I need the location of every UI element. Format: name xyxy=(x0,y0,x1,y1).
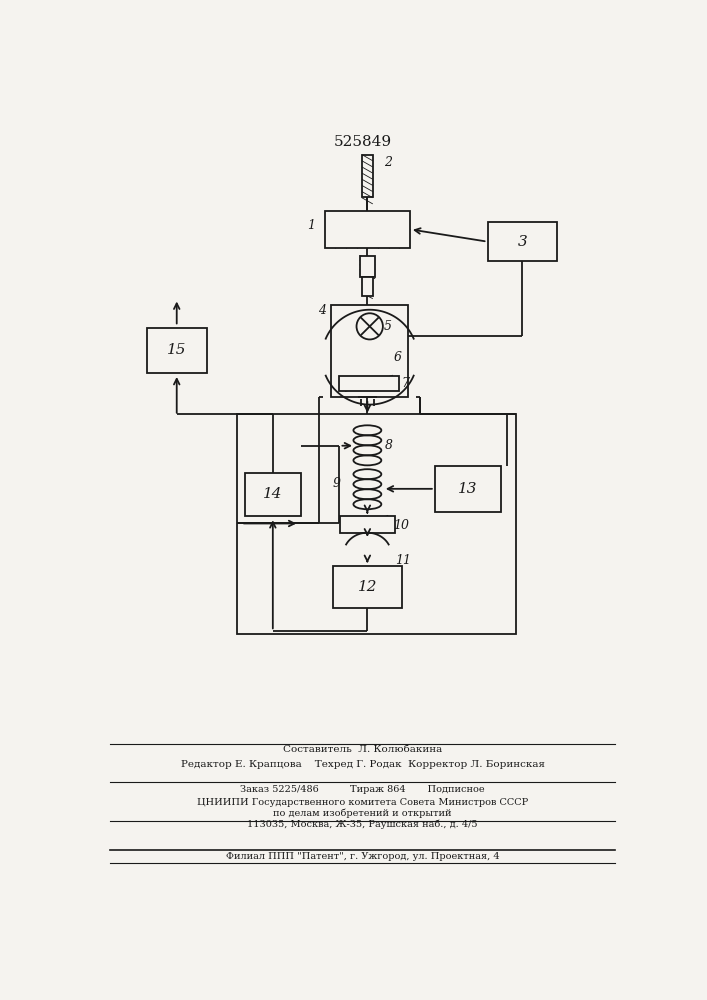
Bar xyxy=(245,473,300,516)
Text: 15: 15 xyxy=(167,343,187,357)
Text: 3: 3 xyxy=(518,235,527,249)
Bar xyxy=(488,222,557,261)
Bar xyxy=(332,566,402,608)
Text: 6: 6 xyxy=(394,351,402,364)
Text: 5: 5 xyxy=(383,320,392,333)
Bar xyxy=(237,414,516,634)
Text: по делам изобретений и открытий: по делам изобретений и открытий xyxy=(274,808,452,818)
Bar xyxy=(146,328,207,373)
Text: ЦНИИПИ Государственного комитета Совета Министров СССР: ЦНИИПИ Государственного комитета Совета … xyxy=(197,798,528,807)
Bar xyxy=(360,256,375,277)
Text: 113035, Москва, Ж-35, Раушская наб., д. 4/5: 113035, Москва, Ж-35, Раушская наб., д. … xyxy=(247,819,478,829)
Text: 8: 8 xyxy=(385,439,393,452)
Text: 12: 12 xyxy=(358,580,377,594)
Bar xyxy=(339,376,399,391)
Bar xyxy=(340,516,395,533)
Text: 1: 1 xyxy=(307,219,315,232)
Text: 13: 13 xyxy=(457,482,477,496)
Text: Заказ 5225/486          Тираж 864       Подписное: Заказ 5225/486 Тираж 864 Подписное xyxy=(240,785,485,794)
Bar xyxy=(325,211,410,248)
Bar xyxy=(331,305,409,397)
Bar xyxy=(362,277,373,296)
Text: Редактор Е. Крапцова    Техред Г. Родак  Корректор Л. Боринская: Редактор Е. Крапцова Техред Г. Родак Кор… xyxy=(181,760,544,769)
Text: 2: 2 xyxy=(385,156,392,169)
Text: 4: 4 xyxy=(317,304,326,317)
Text: Составитель  Л. Колюбакина: Составитель Л. Колюбакина xyxy=(283,745,443,754)
Bar xyxy=(435,466,501,512)
Text: 525849: 525849 xyxy=(334,135,392,149)
Text: 10: 10 xyxy=(392,519,409,532)
Text: 9: 9 xyxy=(332,477,340,490)
Text: 14: 14 xyxy=(263,487,283,501)
Text: 11: 11 xyxy=(395,554,411,567)
Text: Филиал ППП "Патент", г. Ужгород, ул. Проектная, 4: Филиал ППП "Патент", г. Ужгород, ул. Про… xyxy=(226,852,500,861)
Text: 7: 7 xyxy=(402,377,409,390)
Bar xyxy=(362,155,373,197)
